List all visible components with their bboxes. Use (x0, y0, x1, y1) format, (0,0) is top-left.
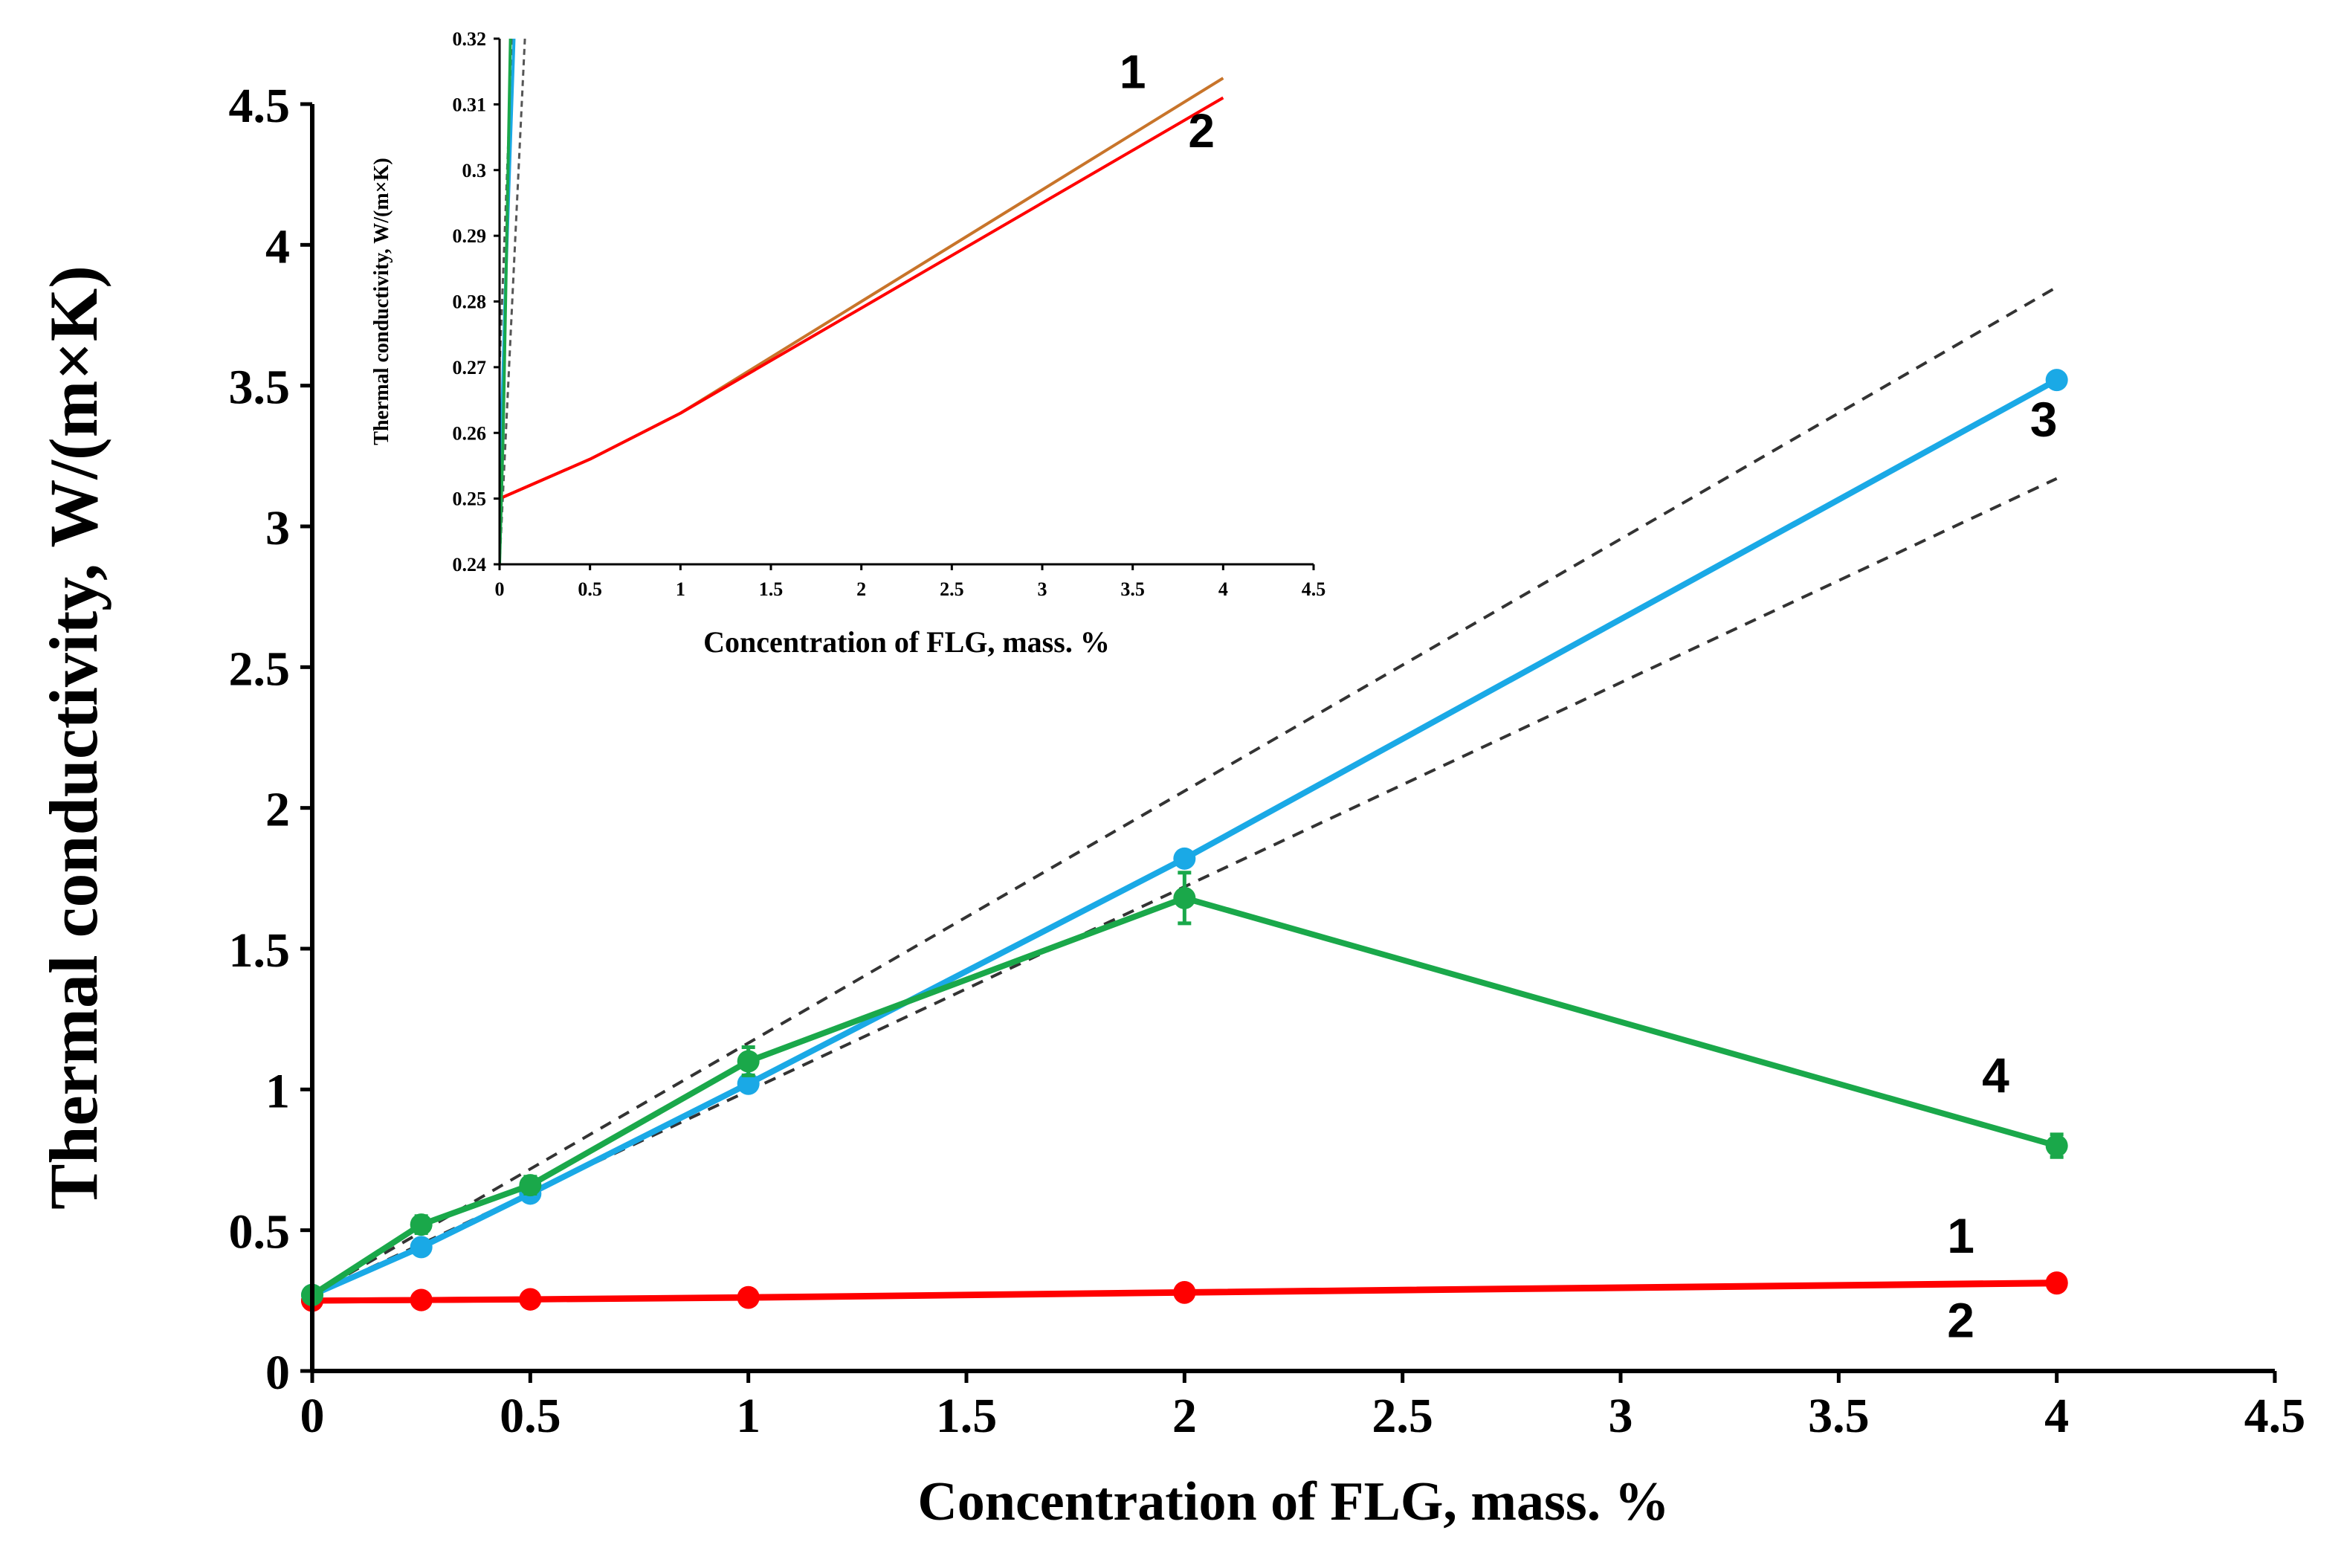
main-y-tick-label: 3.5 (229, 361, 291, 415)
main-x-tick-label: 4 (2044, 1389, 2069, 1443)
inset-y-tick-label: 0.24 (453, 554, 487, 575)
main-point-series-3 (737, 1072, 760, 1095)
main-data-layer (301, 285, 2068, 1312)
main-point-series-4 (2045, 1135, 2068, 1158)
inset-y-tick-label: 0.31 (453, 94, 487, 115)
main-y-axis-title: Thermal conductivity, W/(m×K) (36, 265, 112, 1210)
main-y-tick-label: 2.5 (229, 642, 291, 696)
main-series-label-4: 4 (1982, 1048, 2009, 1103)
inset-x-tick-label: 4 (1218, 578, 1228, 600)
inset-y-tick-label: 0.3 (462, 160, 487, 181)
main-y-tick-label: 4.5 (229, 79, 291, 133)
inset-x-tick-label: 0 (495, 578, 505, 600)
main-series-label-3: 3 (2030, 392, 2058, 447)
main-point-series-2 (1173, 1281, 1196, 1304)
main-series-label-1: 1 (1947, 1208, 1974, 1263)
inset-series-line-1 (500, 77, 1224, 500)
inset-series-label-2: 2 (1188, 104, 1215, 158)
main-y-tick-label: 0 (265, 1346, 290, 1400)
main-x-tick-label: 0.5 (500, 1389, 561, 1443)
main-point-series-3 (410, 1236, 433, 1259)
main-point-series-2 (519, 1288, 542, 1311)
main-series-line-3 (311, 377, 2058, 1298)
inset-x-tick-label: 2 (856, 578, 866, 600)
inset-y-tick-label: 0.25 (453, 488, 487, 510)
main-point-series-3 (1173, 847, 1196, 870)
inset-y-axis-title: Thermal conductivity, W/(m×K) (370, 158, 393, 445)
inset-x-tick-label: 1 (676, 578, 685, 600)
main-point-series-4 (519, 1174, 542, 1197)
inset-series-label-1: 1 (1120, 45, 1146, 98)
main-point-series-4 (737, 1050, 760, 1073)
main-point-series-2 (737, 1286, 760, 1309)
inset-x-tick-label: 3 (1038, 578, 1047, 600)
main-point-series-3 (2045, 369, 2068, 392)
inset-x-tick-label: 4.5 (1302, 578, 1326, 600)
inset-x-axis-title: Concentration of FLG, mass. % (703, 625, 1110, 659)
inset-y-tick-label: 0.32 (453, 28, 487, 50)
main-x-tick-label: 0 (300, 1389, 325, 1443)
main-y-tick-label: 1.5 (229, 923, 291, 978)
inset-y-tick-label: 0.27 (453, 357, 487, 378)
inset-y-tick-label: 0.28 (453, 291, 487, 313)
inset-x-tick-label: 1.5 (759, 578, 784, 600)
main-x-tick-label: 2.5 (1372, 1389, 1433, 1443)
main-series-line-2 (311, 1280, 2057, 1304)
inset-series-line-2 (500, 96, 1224, 500)
main-point-series-4 (1173, 886, 1196, 909)
inset-x-tick-label: 0.5 (578, 578, 602, 600)
main-series-line-4 (310, 894, 2058, 1298)
main-reference-line-upper-bound (311, 285, 2058, 1297)
main-plot: 0 0.5 1 1.5 2 2.5 3 3.5 4 4.5 0 0.5 1 1.5 2 2.5 3 3.5 4 4.5… (36, 79, 2305, 1532)
inset-series-line-4 (500, 39, 512, 564)
main-point-series-2 (410, 1288, 433, 1311)
main-y-tick-label: 2 (265, 783, 290, 837)
main-y-tick-label: 3 (265, 501, 290, 555)
main-series-label-2: 2 (1947, 1293, 1974, 1348)
main-point-series-2 (2045, 1272, 2068, 1295)
inset-x-tick-label: 3.5 (1120, 578, 1145, 600)
main-y-tick-label: 4 (265, 219, 290, 274)
main-point-series-4 (410, 1213, 433, 1236)
main-y-tick-label: 1 (265, 1064, 290, 1118)
main-x-tick-label: 4.5 (2244, 1389, 2306, 1443)
inset-x-tick-label: 2.5 (940, 578, 964, 600)
main-x-tick-label: 2 (1172, 1389, 1197, 1443)
main-x-tick-label: 3 (1609, 1389, 1633, 1443)
main-x-tick-label: 1.5 (936, 1389, 998, 1443)
main-x-axis-title: Concentration of FLG, mass. % (917, 1471, 1669, 1532)
main-x-tick-label: 3.5 (1808, 1389, 1870, 1443)
inset-data-layer (500, 39, 1224, 564)
inset-y-tick-label: 0.29 (453, 225, 487, 247)
main-y-tick-label: 0.5 (229, 1205, 291, 1259)
inset-y-tick-label: 0.26 (453, 422, 487, 444)
main-x-tick-label: 1 (736, 1389, 761, 1443)
inset-plot: 0 0.5 1 1.5 2 2.5 3 3.5 4 4.5 0.24 0.25 0.26 0.27 0.28… (370, 28, 1325, 659)
inset-reference-line-lower-bound (500, 39, 526, 564)
